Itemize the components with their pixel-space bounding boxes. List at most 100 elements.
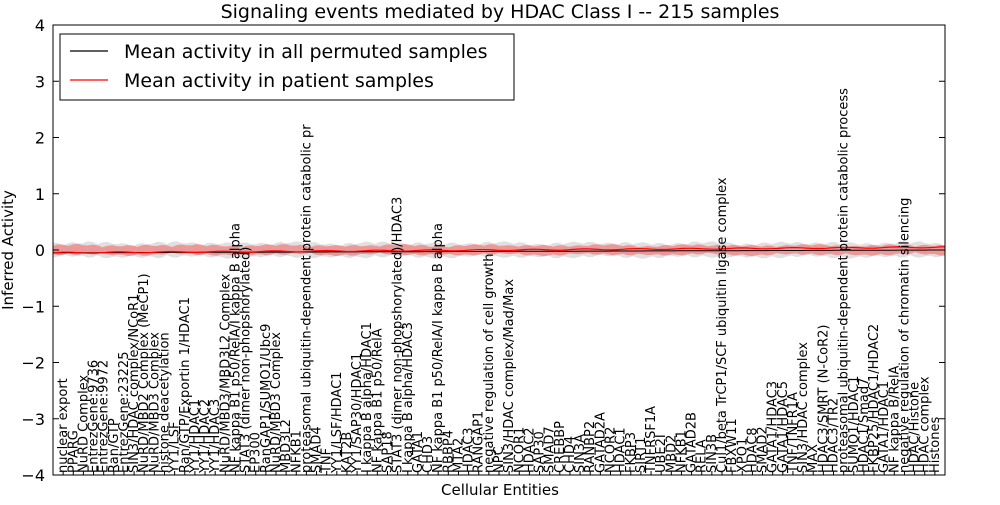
x-tick-label: STAT3 (dimer non-phopshorylated)/HDAC3 xyxy=(391,197,406,473)
x-tick-label: histone deacetylation xyxy=(158,332,173,473)
x-tick-label: RANGAP1 xyxy=(472,411,487,473)
x-tick-label: NF kappa B1 p50/RelA/I kappa B alpha xyxy=(228,223,243,473)
x-tick-label: RBBP4 xyxy=(441,430,456,473)
x-tick-label: NCOR1 xyxy=(512,427,527,473)
x-tick-label: SIN3/HDAC complex xyxy=(796,342,811,473)
x-tick-label: EntrezGene:9736 xyxy=(87,360,102,473)
x-tick-label: MAX xyxy=(806,444,821,473)
x-tick-label: UBE2I xyxy=(654,434,669,473)
x-tick-label: SUMO1/HDAC1 xyxy=(847,376,862,473)
x-tick-label: proteasomal ubiquitin-dependent protein … xyxy=(299,124,314,473)
x-tick-label: SIN3/HDAC complex/NCoR1 xyxy=(127,294,142,473)
chart-title: Signaling events mediated by HDAC Class … xyxy=(221,1,780,23)
x-tick-label: SAP30 xyxy=(533,431,548,473)
x-tick-label: YY1/LSF xyxy=(168,421,183,474)
x-tick-label: Ran/GTP xyxy=(107,418,122,473)
x-tick-label: RELA xyxy=(695,439,710,473)
x-tick-label: SIN3/HDAC complex/Mad/Max xyxy=(502,279,517,473)
x-tick-label: FKBP25/HDAC1/HDAC2 xyxy=(867,324,882,473)
x-tick-label: STAT3 (dimer non-phopshorylated) xyxy=(239,247,254,473)
x-tick-label: SAP18 xyxy=(381,431,396,473)
x-tick-label: negative regulation of cell growth xyxy=(482,253,497,473)
x-tick-label: HDAC/Histone xyxy=(908,382,923,473)
x-tick-label: HDAC3 xyxy=(462,427,477,473)
x-tick-label: I kappa B alpha/HDAC1 xyxy=(360,322,375,473)
x-tick-label: HDAC1 xyxy=(614,427,629,473)
x-tick-label: HDAC3/SMRT (N-CoR2) xyxy=(816,325,831,473)
x-tick-label: GATA1/HDAC3 xyxy=(766,381,781,473)
x-tick-label: SIN3B xyxy=(705,434,720,473)
y-tick-label: −4 xyxy=(21,466,45,485)
x-tick-label: CHD4 xyxy=(563,436,578,473)
x-tick-label: MBD2 xyxy=(664,435,679,473)
y-tick-label: 2 xyxy=(35,129,45,148)
x-tick-label: NPC xyxy=(492,446,507,473)
y-tick-label: 3 xyxy=(35,72,45,91)
x-tick-label: RanGAP1/SUMO1/Ubc9 xyxy=(259,324,274,473)
x-tick-label: FBXW11 xyxy=(725,418,740,473)
x-tick-label: HDAC2 xyxy=(522,427,537,473)
x-tick-label: TNF/TNFR1A xyxy=(786,392,801,474)
x-tick-label: YY1/LSF/HDAC1 xyxy=(330,372,345,474)
x-tick-label: NFKB1 xyxy=(289,430,304,473)
x-tick-label: NF kappa B/RelA xyxy=(887,365,902,473)
legend-label-permuted: Mean activity in all permuted samples xyxy=(124,41,487,63)
x-tick-label: XPO1 xyxy=(735,438,750,473)
x-tick-label: SIN3A xyxy=(573,434,588,473)
x-tick-label: YY1/HDAC2 xyxy=(198,399,213,474)
x-tick-label: Histones xyxy=(928,417,943,473)
x-tick-label: EP300 xyxy=(249,432,264,473)
x-tick-label: SMAD2 xyxy=(756,426,771,473)
y-tick-label: −3 xyxy=(21,410,45,429)
x-tick-label: HDAC1/Smad7 xyxy=(857,378,872,473)
series-line-1 xyxy=(52,246,946,254)
legend-box xyxy=(59,33,515,101)
x-tick-label: RANBP2 xyxy=(583,421,598,473)
x-tick-label: KAT2B xyxy=(340,432,355,473)
x-tick-label: MBD3L2 xyxy=(279,419,294,473)
x-tick-label: SMAD4 xyxy=(310,426,325,473)
x-tick-label: YY1/HDAC1 xyxy=(188,399,203,474)
x-tick-label: negative regulation of chromatin silenci… xyxy=(897,198,912,473)
x-tick-label: NuRD Complex xyxy=(76,375,91,473)
x-tick-label: HDAC3/TR2 xyxy=(827,398,842,473)
y-tick-label: −2 xyxy=(21,354,45,373)
x-tick-label: nuclear export xyxy=(56,378,71,473)
x-tick-label: FKBP3 xyxy=(624,432,639,473)
x-axis-label: Cellular Entities xyxy=(441,481,559,499)
y-tick-label: −1 xyxy=(21,297,45,316)
x-tick-label: TNFRSF1A xyxy=(644,406,659,474)
x-tick-label: NuRD/MBD3 Complex xyxy=(147,332,162,473)
x-tick-label: NuRD/MBD2 Complex (MeCP1) xyxy=(137,273,152,473)
x-tick-label: EntrezGene:23225 xyxy=(117,352,132,473)
x-tick-label: NF kappa B1 p50/RelA xyxy=(370,328,385,473)
x-tick-label: MTA2 xyxy=(451,438,466,473)
legend: Mean activity in all permuted samples Me… xyxy=(59,33,515,101)
x-tick-label: PPARG xyxy=(66,430,81,473)
x-tick-label: Ran/GTP/Exportin 1/HDAC1 xyxy=(178,297,193,473)
x-tick-label: CHD3 xyxy=(421,436,436,473)
x-tick-label: NuRD/MBD3/MBD3L2 Complex xyxy=(218,273,233,473)
x-tick-label: GATAD2B xyxy=(685,412,700,473)
y-tick-label: 4 xyxy=(35,16,45,35)
x-tick-label: GATA1 xyxy=(411,431,426,473)
x-tick-label: EntrezGene:9972 xyxy=(97,360,112,473)
x-tick-label: CREBBP xyxy=(553,421,568,473)
x-tick-label: Cul1/beta TrCP1/SCF ubiquitin ligase com… xyxy=(715,177,730,473)
x-tick-label: proteasomal ubiquitin-dependent protein … xyxy=(837,88,852,473)
y-axis-label: Inferred Activity xyxy=(0,190,17,310)
x-tick-label: NF kappa B1 p50/RelA/I kappa B alpha xyxy=(431,223,446,473)
x-tick-label: NFKB1 xyxy=(674,430,689,473)
y-tick-label: 1 xyxy=(35,185,45,204)
legend-label-patient: Mean activity in patient samples xyxy=(124,70,434,92)
x-tick-label: HDAC8 xyxy=(745,427,760,473)
x-tick-label: HDAC complex xyxy=(918,376,933,473)
x-tick-label: I kappa B alpha/HDAC3 xyxy=(401,322,416,473)
x-tick-label: SMAD7 xyxy=(543,426,558,473)
x-tick-label: GATA1/HDAC5 xyxy=(776,381,791,473)
x-tick-label: YY1/SAP30/HDAC1 xyxy=(350,353,365,474)
x-tick-label: NuRD/MBD3 Complex xyxy=(269,332,284,473)
x-tick-label: GATAD2A xyxy=(593,412,608,473)
